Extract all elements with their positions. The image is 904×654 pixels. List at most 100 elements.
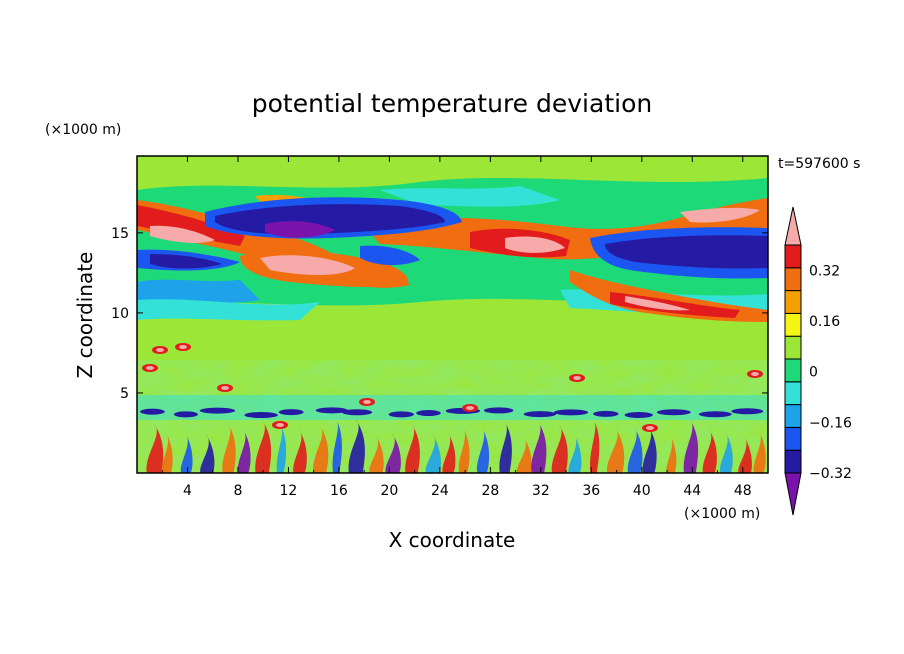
plume [753,431,766,473]
cold-streak [315,407,348,414]
contour-cold-6 [360,245,420,266]
contour-pink-4 [680,207,760,223]
colorbar-box [784,312,802,337]
plume [276,424,287,473]
plume [551,424,568,473]
colorbar-box [784,404,802,428]
plume [369,435,384,473]
warm-blob-core [573,376,581,380]
cold-streak [593,410,619,417]
contour-pink-5 [625,296,690,311]
chart-title: potential temperature deviation [252,89,652,118]
colorbar-box [784,335,802,360]
cold-streak [278,409,304,416]
colorbar-label: 0 [809,365,818,381]
plume [332,419,342,473]
cold-streak [388,411,414,418]
cold-streak [656,409,691,416]
cold-streak [523,411,557,418]
colorbar-box [784,267,802,292]
plume [161,433,173,473]
plume [702,429,717,473]
plume [200,434,215,473]
plot-frame [136,155,769,474]
cold-streak [624,412,653,419]
contour-warm-2 [137,205,245,246]
colorbar-box [784,290,802,314]
time-label: t=597600 s [778,156,860,172]
plume [589,419,600,473]
contour-pink-2 [260,255,355,275]
plume [237,429,251,473]
warm-blob-core [466,406,474,410]
warm-blob-core [751,372,759,376]
x-tick-label: 16 [330,483,348,499]
plume [607,427,625,473]
cold-streak [698,411,732,418]
y-tick-label: 5 [120,386,129,402]
plume [720,432,733,473]
plume [313,425,329,473]
warm-blob-core [156,348,164,352]
lower-plumes [140,343,766,473]
contour-cyan-upper [380,186,560,207]
contour-pink-3 [505,236,565,253]
contour-warm-7 [610,292,740,318]
plume [683,419,699,473]
warm-blob-core [221,386,229,390]
contour-cyan-mid [137,279,260,303]
y-tick-label: 15 [111,226,129,242]
y-axis-title: Z coordinate [73,252,97,379]
plume [255,420,272,473]
colorbar-label: 0.32 [809,263,840,279]
plume [222,423,236,473]
x-axis: 4 8 12 16 20 24 28 32 36 40 44 48 [161,156,752,499]
warm-blob-core [146,366,154,370]
colorbar-box [784,358,802,383]
x-tick-label: 20 [380,483,398,499]
x-tick-label: 28 [481,483,499,499]
x-axis-title: X coordinate [389,528,516,552]
cold-streak [244,412,278,419]
plume [442,432,456,473]
cold-streak [140,408,165,415]
plume [348,419,365,473]
plume [458,428,470,473]
x-unit-label: (×1000 m) [684,506,760,522]
plume [531,421,547,473]
plume [642,427,657,473]
colorbar-box [784,381,802,406]
colorbar-label: −0.16 [809,415,852,431]
plume [405,424,420,473]
plume [180,434,193,473]
colorbar-min-arrow [784,472,802,516]
colorbar: 0.32 0.16 0 −0.16 −0.32 [784,206,852,516]
x-tick-label: 44 [683,483,701,499]
warm-blob-core [179,345,187,349]
y-tick-label: 10 [111,306,129,322]
contour-field [137,156,768,473]
plume [568,434,582,473]
colorbar-max-arrow [784,206,802,246]
x-tick-label: 24 [431,483,449,499]
x-tick-label: 8 [233,483,242,499]
contour-cold-3 [265,221,335,238]
plume [146,423,164,473]
plume [499,421,512,473]
contour-cold-8 [605,235,768,269]
x-tick-label: 12 [280,483,298,499]
warm-blob-core [646,426,654,430]
cold-streak [483,407,514,414]
warm-blob-core [363,400,371,404]
cold-streak [553,409,589,416]
plume [627,427,643,473]
plume [666,435,677,473]
colorbar-box [784,449,802,474]
plume [476,428,490,473]
plume [425,434,441,473]
cold-streak [173,411,198,418]
cold-streak [416,410,441,417]
warm-blob-core [276,423,284,427]
colorbar-label: 0.16 [809,314,840,330]
